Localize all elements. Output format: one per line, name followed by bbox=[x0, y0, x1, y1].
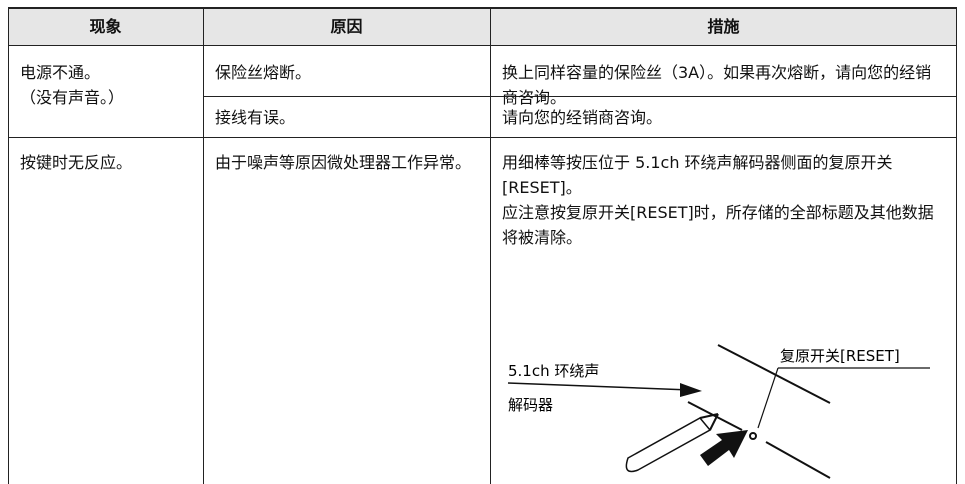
figure-label: 5.1ch 环绕声 bbox=[508, 362, 599, 380]
border bbox=[956, 8, 957, 484]
header-cell: 措施 bbox=[707, 17, 740, 36]
border bbox=[8, 8, 9, 484]
figure-label: 复原开关[RESET] bbox=[780, 347, 900, 365]
text-line: 应注意按复原开关[RESET]时，所存储的全部标题及其他数据将被清除。 bbox=[502, 203, 934, 247]
header-bg bbox=[8, 8, 957, 45]
border bbox=[490, 8, 491, 484]
remedy: 用细棒等按压位于 5.1ch 环绕声解码器侧面的复原开关[RESET]。 应注意… bbox=[490, 150, 957, 250]
border bbox=[203, 8, 204, 484]
header-cell: 现象 bbox=[89, 17, 122, 36]
remedy: 换上同样容量的保险丝（3A）。如果再次熔断，请向您的经销商咨询。 bbox=[502, 63, 932, 107]
cause: 由于噪声等原因微处理器工作异常。 bbox=[215, 153, 472, 172]
border bbox=[8, 7, 957, 9]
cause: 接线有误。 bbox=[215, 108, 296, 127]
symptom: 电源不通。 （没有声音。） bbox=[8, 60, 203, 110]
text-line: 用细棒等按压位于 5.1ch 环绕声解码器侧面的复原开关[RESET]。 bbox=[502, 153, 893, 197]
cause: 保险丝熔断。 bbox=[215, 63, 312, 82]
symptom: 按键时无反应。 bbox=[20, 153, 133, 172]
header-cell: 原因 bbox=[330, 17, 363, 36]
text-line: 电源不通。 bbox=[20, 63, 101, 82]
border bbox=[8, 45, 957, 46]
border bbox=[8, 137, 957, 138]
figure-label: 解码器 bbox=[508, 396, 553, 414]
remedy: 请向您的经销商咨询。 bbox=[502, 108, 663, 127]
text-line: （没有声音。） bbox=[20, 88, 125, 107]
border bbox=[203, 96, 957, 97]
